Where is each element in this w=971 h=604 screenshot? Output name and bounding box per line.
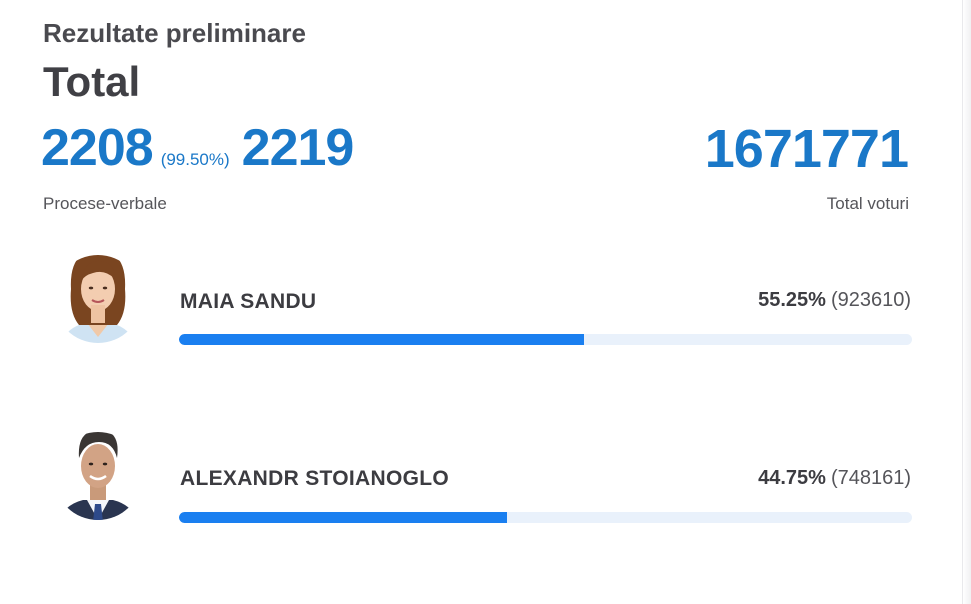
candidate-votes: (748161) [830,467,911,489]
total-votes-caption: Total voturi [826,194,909,213]
man-portrait-icon [55,420,141,532]
processed-reports-caption: Procese-verbale [43,194,167,213]
candidate-name: MAIA SANDU [180,290,317,313]
page-title: Total [43,58,141,105]
candidate-percent: 55.25% [758,289,826,311]
total-reports-count: 2219 [241,119,355,177]
candidate-progress-track [179,334,912,345]
candidate-result: 55.25% (923610) [758,289,911,312]
candidate-result: 44.75% (748161) [758,467,911,490]
candidate-progress-track [179,512,912,523]
right-scroll-edge [963,0,971,604]
right-divider [962,0,963,604]
candidate-progress-fill [179,334,584,345]
woman-portrait-icon [55,243,141,355]
candidate-row-stoianoglo: ALEXANDR STOIANOGLO 44.75% (748161) [0,420,971,540]
candidate-name: ALEXANDR STOIANOGLO [180,467,449,490]
candidate-percent: 44.75% [758,467,826,489]
candidate-row-sandu: MAIA SANDU 55.25% (923610) [0,243,971,363]
processed-reports-count: 2208 [41,119,154,177]
processed-reports-percent: (99.50%) [160,150,230,169]
reports-count: 2208 (99.50%) 2219 [41,118,355,178]
candidate-votes: (923610) [830,289,911,311]
section-subtitle: Rezultate preliminare [43,18,306,48]
total-votes-count: 1671771 [704,119,909,179]
candidate-progress-fill [179,512,508,523]
